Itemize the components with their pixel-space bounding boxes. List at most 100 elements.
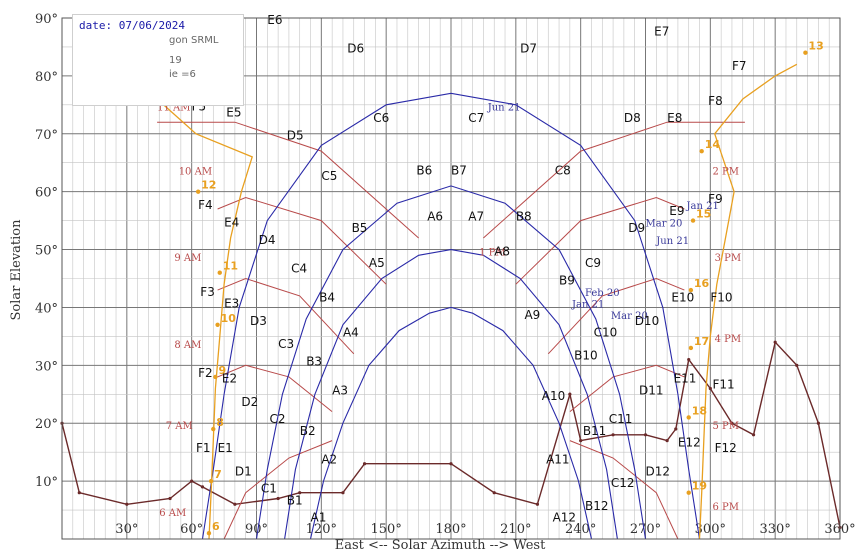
zone-label: C3 — [278, 337, 294, 351]
x-tick-label: 180° — [435, 522, 466, 537]
date-path-label: Mar 20 — [611, 311, 648, 322]
horizon-point — [568, 392, 572, 396]
today-hour-point — [195, 189, 201, 194]
y-tick-label: 80° — [35, 70, 58, 85]
zone-label: B4 — [319, 291, 335, 305]
today-hour-point — [699, 148, 704, 154]
zone-label: C10 — [594, 325, 618, 339]
horizon-point — [168, 496, 172, 501]
horizon-point — [449, 462, 453, 466]
zone-label: D1 — [235, 464, 252, 478]
today-hour-point — [688, 287, 694, 293]
zone-label: E5 — [226, 105, 241, 119]
plot-border — [61, 17, 841, 540]
hour-label: 10 AM — [179, 166, 212, 177]
date-path-label: Jun 21 — [655, 236, 689, 247]
zone-label: B7 — [451, 163, 467, 177]
sun-paths — [201, 92, 701, 540]
hour-line — [217, 196, 387, 285]
today-hour-label: 16 — [694, 277, 710, 290]
zone-label: F9 — [708, 192, 723, 206]
today-hour-point — [686, 490, 691, 495]
zone-label: D10 — [635, 314, 660, 328]
hour-line — [157, 121, 419, 239]
zone-label: C8 — [555, 163, 571, 177]
horizon-point — [687, 357, 691, 362]
zone-label: F11 — [712, 377, 734, 391]
hour-label: 9 AM — [174, 253, 201, 264]
horizon-point — [341, 491, 345, 495]
zone-label: D12 — [646, 464, 671, 478]
today-path-line — [698, 63, 798, 540]
horizon-point — [535, 502, 540, 506]
y-tick-label: 60° — [35, 186, 58, 201]
zone-label: B5 — [352, 221, 368, 235]
horizon-profile — [61, 340, 841, 528]
hour-label: 2 PM — [712, 166, 739, 177]
date-label: date: 07/06/2024 — [79, 19, 185, 32]
info-panel: date: 07/06/2024 gon SRML 19 ie =6 — [72, 14, 244, 106]
horizon-line — [60, 340, 842, 530]
zone-label: F12 — [715, 441, 737, 455]
zone-label: D6 — [347, 42, 364, 56]
y-tick-label: 10° — [35, 475, 58, 490]
today-hour-point — [688, 345, 694, 351]
today-hour-label: 13 — [808, 40, 823, 53]
hour-line — [569, 364, 685, 412]
horizon-point — [730, 421, 734, 425]
horizon-point — [816, 421, 820, 425]
zone-label: C12 — [611, 476, 635, 490]
date-path-label: Jun 21 — [487, 103, 521, 114]
zone-label: D3 — [250, 314, 267, 328]
hour-line — [483, 121, 745, 239]
zone-label: A4 — [343, 325, 359, 339]
x-tick-label: 60° — [180, 522, 203, 537]
zone-label: E12 — [678, 435, 701, 449]
zone-label: F8 — [708, 94, 723, 108]
zone-label: C1 — [261, 482, 277, 496]
zone-label: A1 — [311, 511, 327, 525]
zone-label: B9 — [559, 273, 575, 287]
today-hour-label: 18 — [692, 404, 707, 417]
horizon-point — [362, 462, 367, 466]
zone-labels: 11 AM 10 AM 9 AM 8 AM 7 AM 6 AM 1 PM 2 PM 3 PM 4 … — [157, 13, 746, 525]
zone-label: B11 — [583, 424, 607, 438]
zone-label: C6 — [373, 111, 389, 125]
x-tick-label: 330° — [760, 522, 791, 537]
zone-label: C7 — [468, 111, 484, 125]
y-tick-label: 20° — [35, 417, 58, 432]
y-tick-label: 30° — [35, 359, 58, 374]
today-hour-label: 11 — [223, 260, 238, 273]
today-hour-point — [208, 478, 214, 484]
horizon-point — [708, 386, 712, 391]
today-hour-label: 17 — [694, 335, 709, 348]
today-hour-label: 8 — [216, 416, 224, 429]
date-path-label: Jan 21 — [571, 299, 604, 310]
zone-label: E8 — [667, 111, 682, 125]
zone-label: D4 — [259, 233, 276, 247]
info-line: 19 — [169, 55, 182, 66]
zone-label: D7 — [520, 42, 537, 56]
zone-label: F3 — [200, 285, 215, 299]
sun-path-line — [255, 185, 647, 540]
zone-label: D8 — [624, 111, 641, 125]
x-tick-label: 30° — [115, 522, 138, 537]
zone-label: B12 — [585, 499, 609, 513]
date-path-label: Feb 20 — [585, 288, 620, 299]
y-tick-label: 40° — [35, 301, 58, 316]
horizon-point — [751, 433, 756, 437]
horizon-point — [643, 433, 648, 437]
today-hour-label: 19 — [692, 480, 707, 493]
zone-label: E7 — [654, 24, 669, 38]
horizon-point — [77, 491, 81, 495]
zone-label: A10 — [542, 389, 565, 403]
zone-label: F4 — [198, 198, 213, 212]
zone-label: F10 — [710, 291, 732, 305]
y-tick-label: 70° — [35, 128, 58, 143]
zone-label: E11 — [674, 372, 697, 386]
zone-label: E10 — [671, 291, 694, 305]
horizon-point — [125, 502, 129, 506]
today-hour-point — [690, 218, 696, 223]
horizon-point — [579, 438, 583, 443]
today-hour-label: 9 — [218, 364, 226, 377]
